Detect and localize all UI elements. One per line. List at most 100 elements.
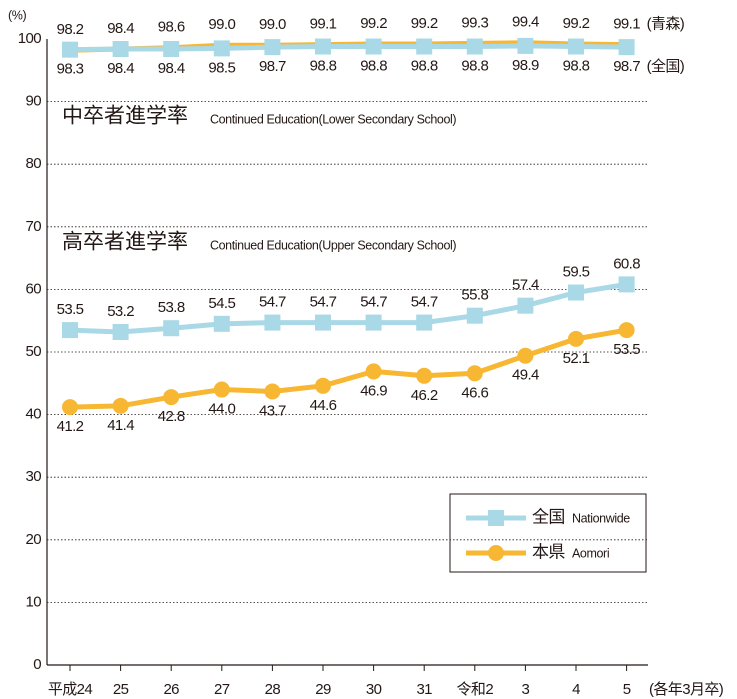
marker (365, 314, 382, 331)
marker (213, 381, 230, 398)
y-tick-label: 90 (26, 93, 42, 110)
series-label: (青森) (647, 16, 685, 33)
series-line (69, 43, 627, 53)
data-label: 98.8 (360, 57, 387, 74)
x-tick-label: 平成24 (48, 681, 93, 698)
data-label: 98.8 (461, 57, 488, 74)
data-label: 44.0 (208, 401, 235, 418)
data-label: 98.4 (158, 60, 185, 77)
data-label: 54.7 (310, 294, 337, 311)
legend-label: 本県 (532, 542, 565, 561)
data-label: 52.1 (563, 350, 590, 367)
series-line (69, 281, 627, 335)
y-tick-label: 100 (18, 30, 41, 47)
marker (112, 323, 129, 340)
data-label: 98.5 (208, 59, 235, 76)
data-label: 44.6 (310, 397, 337, 414)
data-label: 98.9 (512, 57, 539, 74)
annotation: 中卒者進学率 (62, 105, 188, 128)
data-label: 46.6 (461, 384, 488, 401)
legend-label-en: Aomori (572, 546, 609, 560)
marker (213, 315, 230, 332)
x-tick-label: 31 (416, 681, 432, 698)
marker (365, 38, 382, 55)
data-label: 54.7 (360, 294, 387, 311)
x-tick-label: 令和2 (457, 681, 494, 698)
marker (213, 40, 230, 57)
data-label: 99.0 (259, 16, 286, 33)
data-label: 98.7 (613, 58, 640, 75)
data-label: 98.6 (158, 19, 185, 36)
marker (568, 38, 584, 55)
data-label: 99.2 (563, 15, 590, 32)
y-tick-label: 80 (26, 155, 42, 172)
marker (163, 389, 180, 406)
data-label: 99.4 (512, 14, 539, 31)
legend-label-en: Nationwide (572, 511, 630, 525)
x-axis-label: (各年3月卒) (649, 681, 724, 698)
data-label: 42.8 (158, 408, 185, 425)
x-tick-label: 27 (214, 681, 230, 698)
y-axis-label: (%) (8, 8, 26, 22)
x-tick-label: 29 (315, 681, 331, 698)
data-label: 46.2 (411, 387, 438, 404)
data-label: 54.7 (259, 294, 286, 311)
x-tick-label: 30 (366, 681, 382, 698)
data-label: 98.8 (411, 57, 438, 74)
data-label: 98.7 (259, 58, 286, 75)
marker (618, 39, 635, 56)
data-label: 98.4 (107, 20, 134, 37)
annotation-en: Continued Education(Upper Secondary Scho… (210, 238, 456, 252)
x-tick-label: 28 (265, 681, 281, 698)
y-tick-label: 0 (33, 656, 41, 673)
annotation-en: Continued Education(Lower Secondary Scho… (210, 112, 456, 126)
data-label: 54.5 (208, 295, 235, 312)
x-tick-label: 5 (623, 681, 631, 698)
data-label: 98.8 (563, 57, 590, 74)
marker (315, 38, 331, 55)
marker (618, 322, 635, 339)
x-tick-label: 3 (522, 681, 530, 698)
legend-box (449, 493, 647, 573)
data-label: 55.8 (461, 287, 488, 304)
data-label: 98.3 (57, 61, 84, 78)
data-label: 46.9 (360, 382, 387, 399)
data-label: 60.8 (613, 255, 640, 272)
marker (517, 297, 534, 314)
marker (517, 37, 534, 54)
marker (264, 314, 281, 331)
data-label: 41.4 (107, 417, 134, 434)
data-label: 98.8 (310, 57, 337, 74)
y-tick-label: 30 (26, 468, 42, 485)
marker (315, 377, 331, 394)
marker (163, 41, 180, 58)
marker (568, 284, 584, 301)
data-label: 98.4 (107, 60, 134, 77)
data-label: 99.2 (411, 15, 438, 32)
series-line (69, 327, 628, 410)
marker (163, 320, 180, 337)
y-tick-label: 10 (26, 593, 42, 610)
y-tick-label: 20 (26, 531, 42, 548)
data-label: 49.4 (512, 367, 539, 384)
marker (416, 314, 433, 331)
y-tick-label: 70 (26, 218, 42, 235)
legend-marker (488, 510, 504, 526)
marker (62, 41, 78, 58)
data-label: 99.0 (208, 16, 235, 33)
data-label: 99.1 (613, 16, 640, 33)
marker (466, 307, 483, 324)
marker (112, 397, 129, 414)
legend-label: 全国 (532, 507, 565, 526)
data-label: 53.2 (107, 303, 134, 320)
data-label: 43.7 (259, 402, 286, 419)
marker (365, 363, 382, 380)
data-label: 57.4 (512, 277, 539, 294)
y-tick-label: 60 (26, 280, 42, 297)
data-label: 59.5 (563, 263, 590, 280)
x-tick-label: 26 (163, 681, 179, 698)
data-label: 53.5 (613, 341, 640, 358)
data-label: 99.3 (461, 14, 488, 31)
marker (618, 276, 635, 293)
